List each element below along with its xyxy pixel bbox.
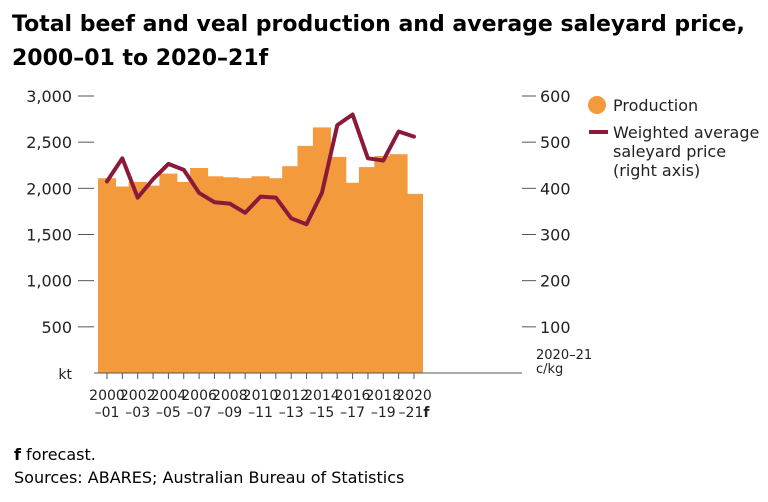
x-tick-label-suffix: –11 bbox=[248, 405, 273, 421]
right-tick-label: 600 bbox=[540, 87, 571, 106]
right-tick-label: 400 bbox=[540, 179, 571, 198]
right-tick-label: 300 bbox=[540, 226, 571, 245]
axes: 500 1,000 1,500 2,000 2,500 3,000 kt 100 200 300 4… bbox=[26, 87, 592, 421]
x-tick-label-year: 2012 bbox=[273, 388, 309, 404]
bar-production bbox=[297, 145, 316, 373]
left-tick-label: 3,000 bbox=[26, 87, 72, 106]
forecast-marker: f bbox=[14, 445, 21, 464]
left-tick-label: 1,500 bbox=[26, 226, 72, 245]
production-bars bbox=[98, 127, 423, 374]
left-tick-label: 2,000 bbox=[26, 179, 72, 198]
price-line-group bbox=[105, 112, 416, 227]
x-tick-label-year: 2010 bbox=[243, 388, 279, 404]
bar-production bbox=[405, 193, 423, 373]
left-tick-label: 1,000 bbox=[26, 272, 72, 291]
bar-production bbox=[98, 178, 116, 373]
bar-production bbox=[358, 167, 377, 373]
x-tick-label-year: 2000 bbox=[89, 388, 125, 404]
x-tick-label-year: 2008 bbox=[212, 388, 248, 404]
bar-production bbox=[312, 127, 331, 374]
x-tick-label-year: 2018 bbox=[365, 388, 401, 404]
x-tick-label-year: 2004 bbox=[151, 388, 187, 404]
bar-production bbox=[159, 173, 178, 373]
chart-title: Total beef and veal production and avera… bbox=[12, 12, 745, 71]
bar-production bbox=[144, 185, 163, 373]
x-tick-label-year: 2020 bbox=[396, 388, 432, 404]
bar-production bbox=[266, 178, 285, 373]
left-tick-label: 500 bbox=[41, 318, 72, 337]
x-tick-label-suffix: –05 bbox=[156, 405, 181, 421]
bar-production bbox=[389, 154, 408, 373]
x-tick-label-year: 2006 bbox=[181, 388, 217, 404]
right-axis-unit: 2020–21 bbox=[536, 348, 592, 363]
bar-production bbox=[190, 168, 209, 373]
bar-production bbox=[174, 181, 193, 373]
left-tick-label: 2,500 bbox=[26, 133, 72, 152]
bar-production bbox=[343, 182, 362, 373]
bar-production bbox=[220, 177, 239, 373]
legend-price-label: Weighted average bbox=[613, 123, 759, 142]
bar-production bbox=[282, 166, 301, 373]
right-tick-label: 100 bbox=[540, 318, 571, 337]
legend-price-label: saleyard price bbox=[613, 142, 726, 161]
forecast-text: forecast. bbox=[20, 445, 96, 464]
x-tick-label-suffix: –19 bbox=[371, 405, 396, 421]
bar-production bbox=[328, 156, 347, 373]
x-tick-label-year: 2016 bbox=[335, 388, 371, 404]
bar-production bbox=[251, 176, 270, 373]
bar-production bbox=[128, 181, 147, 373]
legend-price-label: (right axis) bbox=[613, 161, 700, 180]
x-tick-label-suffix: –09 bbox=[217, 405, 242, 421]
right-tick-label: 500 bbox=[540, 133, 571, 152]
left-axis-unit: kt bbox=[58, 367, 72, 383]
x-tick-label-suffix: –17 bbox=[340, 405, 365, 421]
x-tick-label-year: 2002 bbox=[120, 388, 156, 404]
x-tick-label-suffix: –21f bbox=[399, 405, 431, 421]
bar-production bbox=[236, 178, 255, 373]
right-axis-unit: c/kg bbox=[536, 362, 563, 377]
bar-production bbox=[205, 176, 224, 373]
forecast-footnote: f forecast. bbox=[14, 445, 96, 464]
sources-footnote: Sources: ABARES; Australian Bureau of St… bbox=[14, 468, 405, 487]
right-tick-label: 200 bbox=[540, 272, 571, 291]
bar-production bbox=[113, 186, 132, 373]
x-tick-label-year: 2014 bbox=[304, 388, 340, 404]
x-tick-label-suffix: –03 bbox=[125, 405, 150, 421]
x-tick-label-suffix: –07 bbox=[187, 405, 212, 421]
legend-production-swatch bbox=[588, 96, 606, 114]
chart-svg: 500 1,000 1,500 2,000 2,500 3,000 kt 100 200 300 4… bbox=[26, 87, 759, 421]
x-tick-label-suffix: –15 bbox=[309, 405, 334, 421]
x-tick-label-suffix: –13 bbox=[279, 405, 304, 421]
forecast-flag: f bbox=[423, 405, 430, 421]
x-tick-label-suffix: –01 bbox=[95, 405, 120, 421]
legend-production-label: Production bbox=[613, 96, 698, 115]
bar-production bbox=[374, 156, 393, 373]
